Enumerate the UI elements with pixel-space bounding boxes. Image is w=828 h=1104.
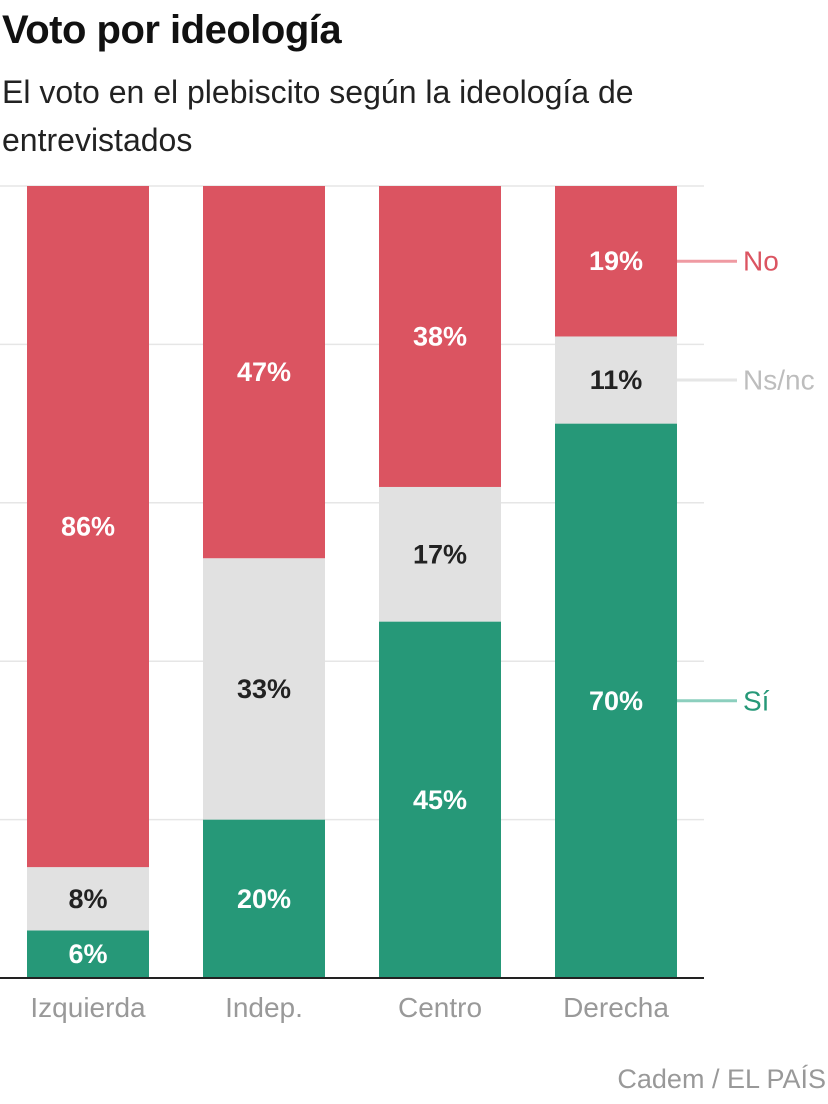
data-label-nsnc-1: 33% [237, 674, 291, 704]
x-tick-label-2: Centro [398, 992, 482, 1023]
bars [27, 186, 677, 979]
x-tick-label-1: Indep. [225, 992, 303, 1023]
data-label-si-3: 70% [589, 686, 643, 716]
bar-nsnc-3 [555, 336, 677, 424]
legend-label-si: Sí [743, 685, 770, 716]
bar-nsnc-0 [27, 867, 149, 931]
x-tick-label-3: Derecha [563, 992, 669, 1023]
legend-label-nsnc: Ns/nc [743, 365, 815, 396]
data-label-no-1: 47% [237, 357, 291, 387]
bar-nsnc-2 [379, 486, 501, 622]
data-label-nsnc-2: 17% [413, 539, 467, 569]
bar-nsnc-1 [203, 558, 325, 820]
data-label-no-2: 38% [413, 321, 467, 351]
data-label-si-0: 6% [68, 939, 107, 969]
bar-si-3 [555, 423, 677, 979]
bar-si-1 [203, 819, 325, 978]
bar-si-2 [379, 621, 501, 978]
bar-si-0 [27, 930, 149, 978]
data-label-nsnc-3: 11% [590, 365, 643, 395]
data-label-no-3: 19% [589, 246, 643, 276]
chart-title: Voto por ideología [2, 8, 342, 52]
chart-subtitle: El voto en el plebiscito según la ideolo… [2, 74, 634, 158]
data-label-nsnc-0: 8% [68, 884, 107, 914]
legend-label-no: No [743, 246, 779, 277]
x-axis: Izquierda Indep. Centro Derecha [0, 977, 704, 1023]
source-credit: Cadem / EL PAÍS [617, 1064, 826, 1094]
bar-no-3 [555, 186, 677, 337]
data-label-si-1: 20% [237, 884, 291, 914]
data-label-si-2: 45% [413, 785, 467, 815]
data-label-no-0: 86% [61, 512, 115, 542]
bar-no-0 [27, 186, 149, 868]
data-labels: 6% 8% 86% 20% 33% 47% 45% 17% 38% 70% 11% 19% [61, 246, 643, 969]
bar-no-2 [379, 186, 501, 487]
legend: Sí Ns/nc No [677, 246, 815, 716]
x-tick-label-0: Izquierda [30, 992, 146, 1023]
bar-no-1 [203, 186, 325, 559]
